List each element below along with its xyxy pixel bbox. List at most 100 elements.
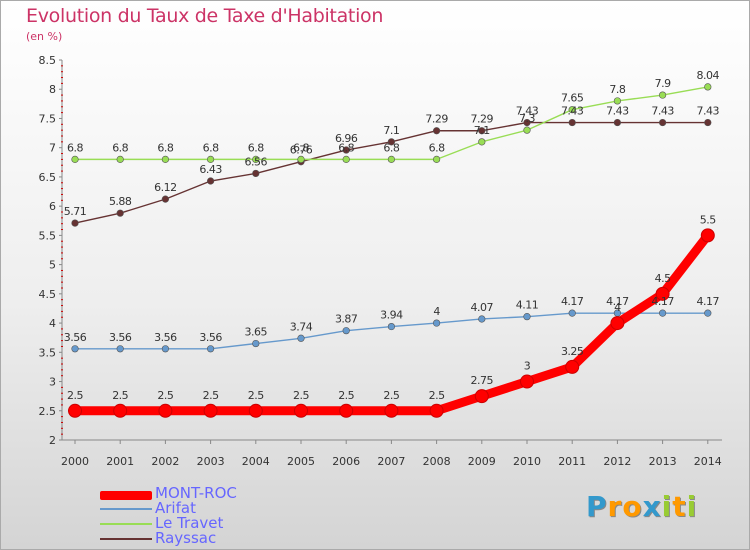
- data-label-arifat: 4.17: [606, 295, 629, 308]
- data-label-le-travet: 7.8: [609, 83, 625, 96]
- data-label-rayssac: 7.29: [471, 113, 494, 126]
- data-label-rayssac: 6.43: [199, 163, 222, 176]
- x-tick-label: 2001: [106, 455, 134, 468]
- data-label-arifat: 4: [433, 305, 440, 318]
- data-label-le-travet: 7.1: [474, 124, 490, 137]
- data-label-le-travet: 7.65: [561, 92, 584, 105]
- logo-letter: t: [672, 490, 687, 523]
- data-label-arifat: 4.17: [697, 295, 720, 308]
- logo-letter: o: [622, 490, 643, 523]
- data-label-rayssac: 7.43: [651, 105, 674, 118]
- proxiti-logo: Proxiti: [586, 490, 697, 523]
- data-point-le-travet: [207, 155, 215, 163]
- data-label-le-travet: 6.8: [157, 141, 173, 154]
- data-point-arifat: [342, 327, 350, 335]
- data-point-mont-roc: [248, 403, 263, 418]
- data-label-rayssac: 5.71: [64, 205, 87, 218]
- data-label-le-travet: 6.8: [203, 141, 219, 154]
- data-label-arifat: 4.17: [561, 295, 584, 308]
- chart-unit-label: (en %): [26, 30, 63, 43]
- data-point-mont-roc: [203, 403, 218, 418]
- data-label-mont-roc: 4.5: [655, 272, 671, 285]
- data-point-mont-roc: [294, 403, 308, 418]
- data-point-rayssac: [568, 118, 576, 127]
- data-label-le-travet: 6.8: [338, 141, 354, 154]
- data-label-mont-roc: 4: [614, 301, 621, 314]
- data-label-arifat: 3.74: [290, 320, 313, 333]
- data-label-mont-roc: 3.25: [561, 345, 584, 358]
- y-tick-label: 5.5: [39, 229, 57, 242]
- data-point-rayssac: [613, 118, 622, 127]
- data-point-arifat: [387, 322, 396, 331]
- data-label-rayssac: 7.43: [561, 105, 584, 118]
- data-point-mont-roc: [384, 403, 399, 418]
- data-point-mont-roc: [565, 359, 580, 374]
- x-tick-label: 2013: [649, 455, 677, 468]
- data-point-rayssac: [387, 138, 396, 146]
- data-point-mont-roc: [700, 228, 715, 243]
- data-label-mont-roc: 2.5: [429, 389, 445, 402]
- data-label-le-travet: 7.9: [655, 77, 671, 90]
- data-label-mont-roc: 2.5: [112, 389, 128, 402]
- data-point-arifat: [568, 309, 576, 317]
- data-point-arifat: [658, 309, 667, 317]
- data-point-arifat: [433, 319, 441, 327]
- data-point-rayssac: [658, 118, 667, 127]
- x-tick-label: 2006: [332, 455, 360, 468]
- data-point-mont-roc: [68, 403, 82, 418]
- data-point-arifat: [116, 345, 124, 353]
- logo-letter: P: [586, 490, 608, 523]
- data-point-rayssac: [161, 195, 169, 203]
- data-point-mont-roc: [339, 403, 354, 418]
- data-point-rayssac: [71, 219, 79, 227]
- data-point-mont-roc: [113, 403, 128, 418]
- data-label-mont-roc: 2.5: [293, 389, 309, 402]
- data-label-arifat: 3.87: [335, 313, 358, 326]
- chart-title: Evolution du Taux de Taxe d'Habitation: [26, 5, 384, 27]
- data-label-arifat: 3.56: [109, 331, 132, 344]
- y-tick-label: 6: [49, 200, 56, 213]
- data-label-rayssac: 7.43: [516, 105, 539, 118]
- logo-letter: r: [607, 490, 623, 523]
- data-point-le-travet: [568, 106, 576, 114]
- data-point-rayssac: [523, 118, 531, 127]
- data-label-mont-roc: 2.5: [383, 389, 399, 402]
- data-label-rayssac: 7.43: [697, 105, 720, 118]
- data-point-le-travet: [342, 155, 350, 163]
- x-tick-label: 2010: [513, 455, 541, 468]
- y-tick-label: 3.5: [39, 346, 57, 359]
- data-point-le-travet: [433, 155, 441, 163]
- data-point-le-travet: [252, 155, 260, 163]
- legend-label-mont-roc: MONT-ROC: [155, 484, 237, 502]
- data-point-le-travet: [387, 155, 396, 163]
- x-tick-label: 2012: [603, 455, 631, 468]
- x-tick-label: 2014: [694, 455, 722, 468]
- data-label-rayssac: 7.43: [606, 105, 629, 118]
- data-point-le-travet: [478, 138, 486, 146]
- data-point-mont-roc: [158, 403, 173, 418]
- data-label-rayssac: 6.56: [245, 155, 268, 168]
- data-point-le-travet: [71, 155, 79, 163]
- data-label-mont-roc: 3: [524, 360, 531, 373]
- legend-swatch-le-travet: [100, 523, 152, 525]
- x-tick-label: 2008: [423, 455, 451, 468]
- data-point-le-travet: [161, 155, 169, 163]
- y-tick-label: 4: [49, 317, 56, 330]
- logo-letter: i: [661, 490, 673, 523]
- data-label-mont-roc: 5.5: [700, 213, 716, 226]
- data-label-mont-roc: 2.5: [248, 389, 264, 402]
- data-label-rayssac: 6.96: [335, 132, 358, 145]
- data-point-rayssac: [116, 209, 124, 217]
- data-point-le-travet: [116, 155, 124, 163]
- data-label-le-travet: 6.8: [67, 141, 83, 154]
- data-label-le-travet: 6.8: [112, 141, 128, 154]
- data-label-mont-roc: 2.75: [471, 374, 494, 387]
- data-point-rayssac: [252, 169, 260, 178]
- data-label-mont-roc: 2.5: [157, 389, 173, 402]
- data-label-le-travet: 7.3: [519, 112, 535, 125]
- data-label-rayssac: 6.76: [290, 144, 313, 157]
- legend-swatch-mont-roc: [100, 491, 152, 500]
- data-point-mont-roc: [520, 374, 534, 389]
- data-point-arifat: [478, 315, 486, 323]
